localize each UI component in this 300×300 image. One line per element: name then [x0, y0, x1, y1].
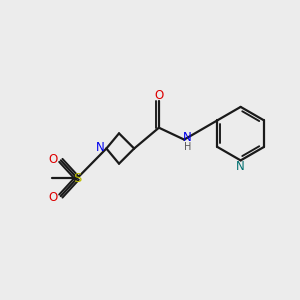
Text: H: H — [184, 142, 191, 152]
Text: N: N — [236, 160, 245, 173]
Text: N: N — [183, 131, 192, 144]
Text: O: O — [49, 153, 58, 166]
Text: O: O — [154, 89, 163, 102]
Text: S: S — [74, 172, 82, 185]
Text: O: O — [49, 191, 58, 204]
Text: N: N — [95, 141, 104, 154]
